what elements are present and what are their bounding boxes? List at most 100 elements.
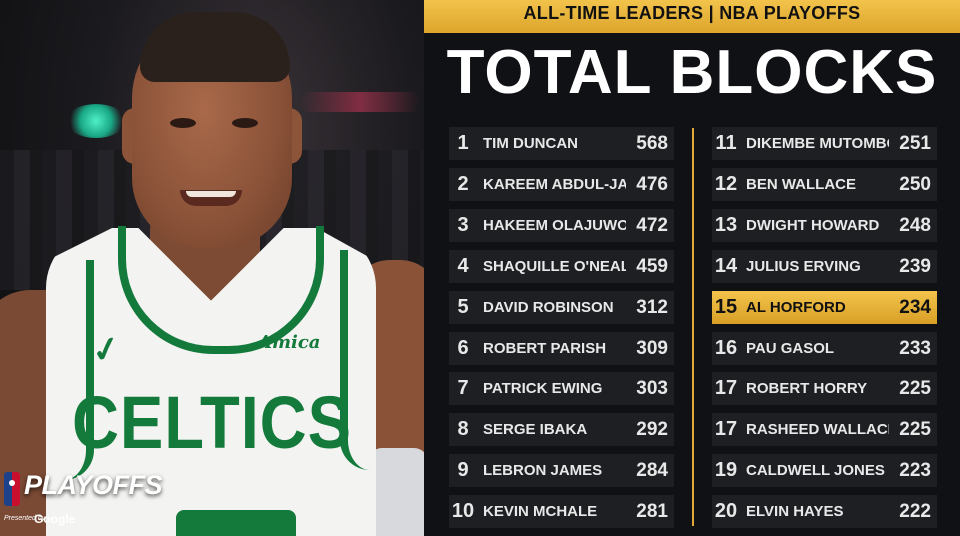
leader-value: 234 [899, 296, 931, 318]
leader-value: 250 [899, 173, 931, 195]
leader-value: 233 [899, 337, 931, 359]
leader-name: DAVID ROBINSON [483, 299, 614, 316]
leader-name: RASHEED WALLACE [746, 421, 889, 438]
leader-rank: 10 [451, 500, 475, 522]
player-photo: ✓ Amica CELTICS PLAYOFFS Presented by Go… [0, 0, 424, 536]
leader-rank: 20 [714, 500, 738, 522]
leader-rank: 9 [457, 459, 469, 481]
leader-row: 16 PAU GASOL 233 [712, 332, 937, 365]
jersey-number [176, 510, 296, 536]
leader-name: JULIUS ERVING [746, 258, 861, 275]
leader-row: 4 SHAQUILLE O'NEAL 459 [449, 250, 674, 283]
leader-rank: 6 [457, 337, 469, 359]
leader-value: 476 [636, 173, 668, 195]
leader-rank: 11 [715, 132, 737, 154]
jersey-sponsor: Amica [258, 332, 321, 353]
leader-value: 225 [899, 418, 931, 440]
leader-rank: 17 [714, 418, 738, 440]
leader-name: PAU GASOL [746, 340, 835, 357]
leader-row: 14 JULIUS ERVING 239 [712, 250, 937, 283]
leader-rank: 5 [457, 296, 469, 318]
leader-value: 248 [899, 214, 931, 236]
leader-value: 312 [636, 296, 668, 318]
leader-name: DIKEMBE MUTOMBO [746, 135, 889, 152]
leader-row: 1 TIM DUNCAN 568 [449, 127, 674, 160]
leader-value: 225 [899, 377, 931, 399]
leader-name: SERGE IBAKA [483, 421, 588, 438]
presented-by-text: Presented by [4, 515, 46, 522]
leader-row: 12 BEN WALLACE 250 [712, 168, 937, 201]
leader-rank: 12 [714, 173, 738, 195]
jersey-trim [340, 250, 384, 470]
leader-value: 568 [636, 132, 668, 154]
leader-rank: 1 [457, 132, 469, 154]
leader-row: 8 SERGE IBAKA 292 [449, 413, 674, 446]
leader-value: 223 [899, 459, 931, 481]
leader-row: 15 AL HORFORD 234 [712, 291, 937, 324]
leader-row: 2 KAREEM ABDUL-JABBAR 476 [449, 168, 674, 201]
leader-rank: 14 [714, 255, 738, 277]
leader-value: 239 [899, 255, 931, 277]
sponsor-name: Google [34, 512, 76, 526]
leader-row: 11 DIKEMBE MUTOMBO 251 [712, 127, 937, 160]
leader-row: 17 ROBERT HORRY 225 [712, 372, 937, 405]
leader-row: 17 RASHEED WALLACE 225 [712, 413, 937, 446]
leader-row: 5 DAVID ROBINSON 312 [449, 291, 674, 324]
leader-value: 284 [636, 459, 668, 481]
leader-rank: 7 [457, 377, 469, 399]
leader-rank: 15 [714, 296, 738, 318]
leader-name: LEBRON JAMES [483, 462, 603, 479]
player-teeth [186, 191, 236, 197]
leader-name: ROBERT PARISH [483, 340, 607, 357]
leader-name: KEVIN MCHALE [483, 503, 598, 520]
leader-value: 309 [636, 337, 668, 359]
nba-logo-icon [4, 472, 20, 506]
leader-row: 20 ELVIN HAYES 222 [712, 495, 937, 528]
page-title: TOTAL BLOCKS [446, 38, 938, 107]
leader-value: 281 [636, 500, 668, 522]
leader-rank: 8 [457, 418, 469, 440]
leader-row: 13 DWIGHT HOWARD 248 [712, 209, 937, 242]
leader-rank: 16 [714, 337, 738, 359]
leader-rank: 4 [457, 255, 469, 277]
leader-name: DWIGHT HOWARD [746, 217, 880, 234]
leader-rank: 19 [714, 459, 738, 481]
leader-row: 6 ROBERT PARISH 309 [449, 332, 674, 365]
header-bar [424, 0, 960, 33]
leader-row: 19 CALDWELL JONES 223 [712, 454, 937, 487]
leader-value: 459 [636, 255, 668, 277]
leader-row: 9 LEBRON JAMES 284 [449, 454, 674, 487]
leader-rank: 17 [714, 377, 738, 399]
leader-row: 3 HAKEEM OLAJUWON 472 [449, 209, 674, 242]
leader-value: 303 [636, 377, 668, 399]
leader-name: PATRICK EWING [483, 380, 603, 397]
leader-row: 10 KEVIN MCHALE 281 [449, 495, 674, 528]
leader-name: KAREEM ABDUL-JABBAR [483, 176, 626, 193]
player-hair [140, 12, 290, 82]
jersey-trim [46, 260, 94, 480]
leader-value: 292 [636, 418, 668, 440]
leader-value: 222 [899, 500, 931, 522]
leader-name: SHAQUILLE O'NEAL [483, 258, 626, 275]
player-eye [232, 118, 258, 128]
leader-value: 251 [899, 132, 931, 154]
header-title: ALL-TIME LEADERS | NBA PLAYOFFS [523, 3, 861, 23]
playoffs-logo-text: PLAYOFFS [24, 470, 163, 500]
leader-name: BEN WALLACE [746, 176, 856, 193]
leader-name: ROBERT HORRY [746, 380, 868, 397]
leader-name: AL HORFORD [746, 299, 846, 316]
arena-light [66, 104, 126, 138]
leader-row: 7 PATRICK EWING 303 [449, 372, 674, 405]
arena-light-red [300, 92, 420, 112]
leader-rank: 13 [714, 214, 738, 236]
player-eye [170, 118, 196, 128]
leader-value: 472 [636, 214, 668, 236]
jersey-wordmark: CELTICS [72, 381, 352, 464]
leader-name: HAKEEM OLAJUWON [483, 217, 626, 234]
leader-rank: 3 [457, 214, 469, 236]
leader-name: ELVIN HAYES [746, 503, 844, 520]
column-divider [692, 128, 694, 526]
leader-name: CALDWELL JONES [746, 462, 885, 479]
leader-rank: 2 [457, 173, 469, 195]
